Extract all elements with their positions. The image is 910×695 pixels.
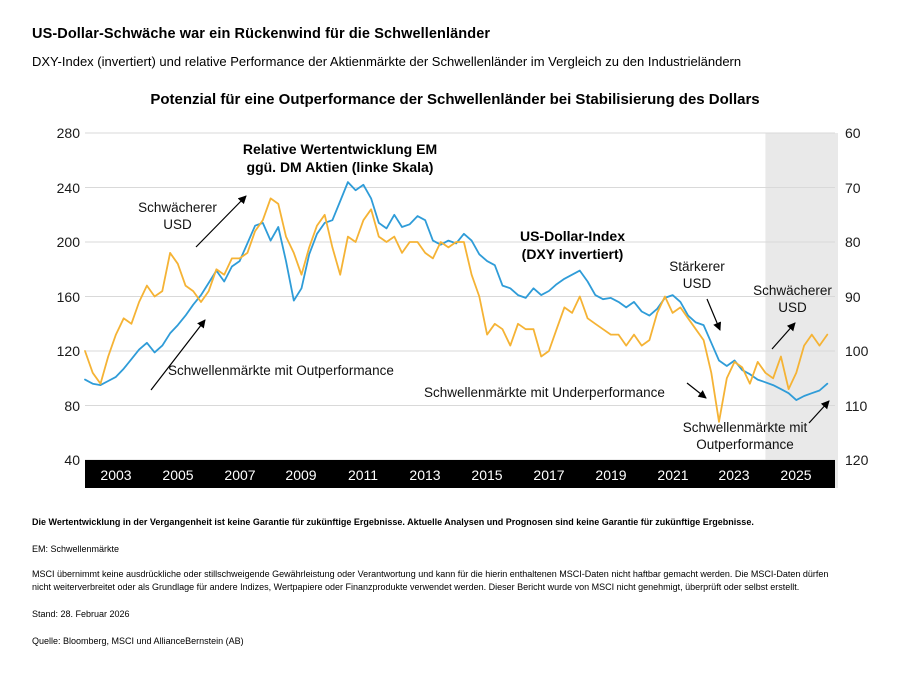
annotation-em-series-label: Relative Wertentwicklung EM ggü. DM Akti… (225, 140, 455, 176)
annotation-usd-index-label-line2: (DXY invertiert) (521, 246, 624, 262)
annotation-usd-index-label-line1: US-Dollar-Index (519, 228, 625, 244)
y-axis-left-tick-label: 240 (56, 180, 80, 196)
x-axis-year-label: 2023 (718, 467, 750, 483)
y-axis-left-tick-label: 80 (64, 398, 80, 414)
footer-as-of-date: Stand: 28. Februar 2026 (32, 609, 130, 619)
y-axis-left-tick-label: 280 (56, 125, 80, 141)
footer-performance-disclaimer: Die Wertentwicklung in der Vergangenheit… (32, 517, 754, 527)
page-subtitle: DXY-Index (invertiert) und relative Perf… (32, 54, 742, 69)
y-axis-left-tick-label: 120 (56, 343, 80, 359)
annotation-usd-index-label: US-Dollar-Index (DXY invertiert) (495, 227, 650, 263)
x-axis-year-label: 2009 (285, 467, 317, 483)
annotation-weaker-usd-right: Schwächerer USD (753, 283, 832, 315)
x-axis-year-label: 2013 (409, 467, 441, 483)
annotation-underperformance: Schwellenmärkte mit Underperformance (424, 385, 665, 400)
y-axis-right-tick-label: 100 (845, 343, 869, 359)
footer-source: Quelle: Bloomberg, MSCI und AllianceBern… (32, 636, 244, 646)
x-axis-year-label: 2017 (533, 467, 565, 483)
annotation-em-series-label-line1: Relative Wertentwicklung EM (242, 141, 438, 157)
x-axis-year-label: 2015 (471, 467, 503, 483)
y-axis-right-tick-label: 60 (845, 125, 861, 141)
x-axis-year-label: 2019 (595, 467, 627, 483)
annotation-outperformance-right: Schwellenmärkte mit Outperformance (682, 420, 808, 452)
x-axis-year-label: 2005 (162, 467, 194, 483)
y-axis-right-tick-label: 120 (845, 452, 869, 468)
page-title: US-Dollar-Schwäche war ein Rückenwind fü… (32, 26, 491, 42)
y-axis-right-tick-label: 90 (845, 289, 861, 305)
annotation-stronger-usd: Stärkerer USD (669, 259, 725, 291)
chart-title: Potenzial für eine Outperformance der Sc… (150, 91, 760, 108)
y-axis-right-tick-label: 110 (845, 398, 868, 414)
annotation-outperformance-left: Schwellenmärkte mit Outperformance (168, 363, 394, 378)
x-axis-year-label: 2003 (100, 467, 132, 483)
arrow-stronger-usd-icon (706, 298, 721, 331)
y-axis-right-tick-label: 80 (845, 234, 861, 250)
annotation-weaker-usd-left: Schwächerer USD (138, 200, 217, 232)
annotation-em-series-label-line2: ggü. DM Aktien (linke Skala) (246, 159, 434, 175)
y-axis-left-tick-label: 200 (56, 234, 80, 250)
arrow-weaker-usd-right-icon (771, 322, 796, 350)
y-axis-left-tick-label: 40 (64, 452, 80, 468)
x-axis-year-label: 2011 (347, 467, 379, 483)
arrow-underperformance-icon (686, 382, 707, 399)
footer-msci-note: MSCI übernimmt keine ausdrückliche oder … (32, 569, 829, 592)
x-axis-year-label: 2021 (657, 467, 689, 483)
footer-em-note: EM: Schwellenmärkte (32, 544, 120, 554)
x-axis-year-label: 2007 (224, 467, 256, 483)
arrow-outperformance-left-icon (150, 319, 206, 391)
y-axis-left-tick-label: 160 (56, 289, 80, 305)
y-axis-right-tick-label: 70 (845, 180, 861, 196)
x-axis-year-label: 2025 (780, 467, 812, 483)
